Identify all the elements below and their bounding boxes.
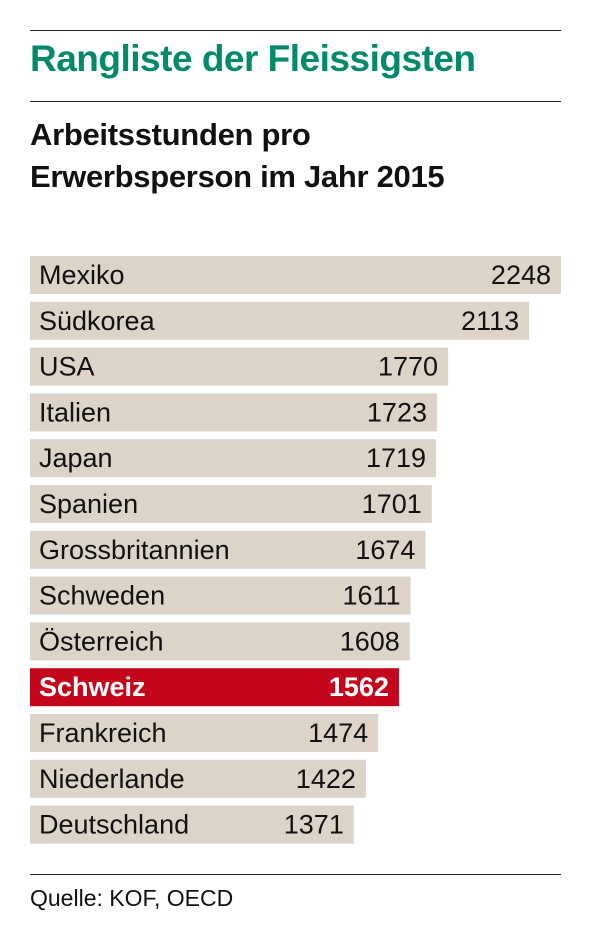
bar-item [30,622,410,661]
value-label: 2248 [491,260,551,290]
category-label: Grossbritannien [39,535,230,565]
category-label: Japan [39,443,113,473]
value-label: 1608 [340,626,400,656]
category-label: Frankreich [39,718,167,748]
category-label: Deutschland [39,810,189,840]
value-label: 1371 [284,810,344,840]
bar-item [30,485,432,523]
category-label: Österreich [39,626,164,656]
chart-title: Rangliste der Fleissigsten [30,38,476,79]
value-label: 1562 [329,672,389,702]
bar-item [30,759,366,798]
chart-subtitle: Arbeitsstunden pro Erwerbsperson im Jahr… [30,114,445,198]
value-label: 1723 [367,397,427,427]
bar-item [30,256,561,294]
value-label: 1674 [355,535,415,565]
category-label: Italien [39,397,111,427]
source-rule [30,874,561,875]
bar-item [30,347,449,386]
value-label: 1719 [366,443,426,473]
value-label: 1422 [296,764,356,794]
category-label: Schweiz [39,672,146,702]
bar-item [30,576,411,615]
subtitle-line-1: Arbeitsstunden pro [30,117,311,152]
bar-item [30,439,437,478]
category-label: Schweden [39,581,165,611]
top-rule [30,30,561,31]
bar-item [30,301,530,340]
value-label: 1770 [378,352,438,382]
bar-item [30,805,354,844]
subtitle-line-2: Erwerbsperson im Jahr 2015 [30,159,445,194]
category-label: Mexiko [39,260,125,290]
value-label: 1611 [342,581,400,611]
bar-item [30,714,379,752]
category-label: Südkorea [39,306,156,336]
value-label: 2113 [461,306,519,336]
category-label: Spanien [39,489,138,519]
bar-item [30,393,437,432]
bar-highlight [30,668,399,707]
value-label: 1701 [362,489,422,519]
title-rule [30,101,561,102]
value-label: 1474 [308,718,368,748]
source-note: Quelle: KOF, OECD [30,885,234,911]
category-label: USA [39,352,95,382]
bar-item [30,530,426,569]
category-label: Niederlande [39,764,185,794]
